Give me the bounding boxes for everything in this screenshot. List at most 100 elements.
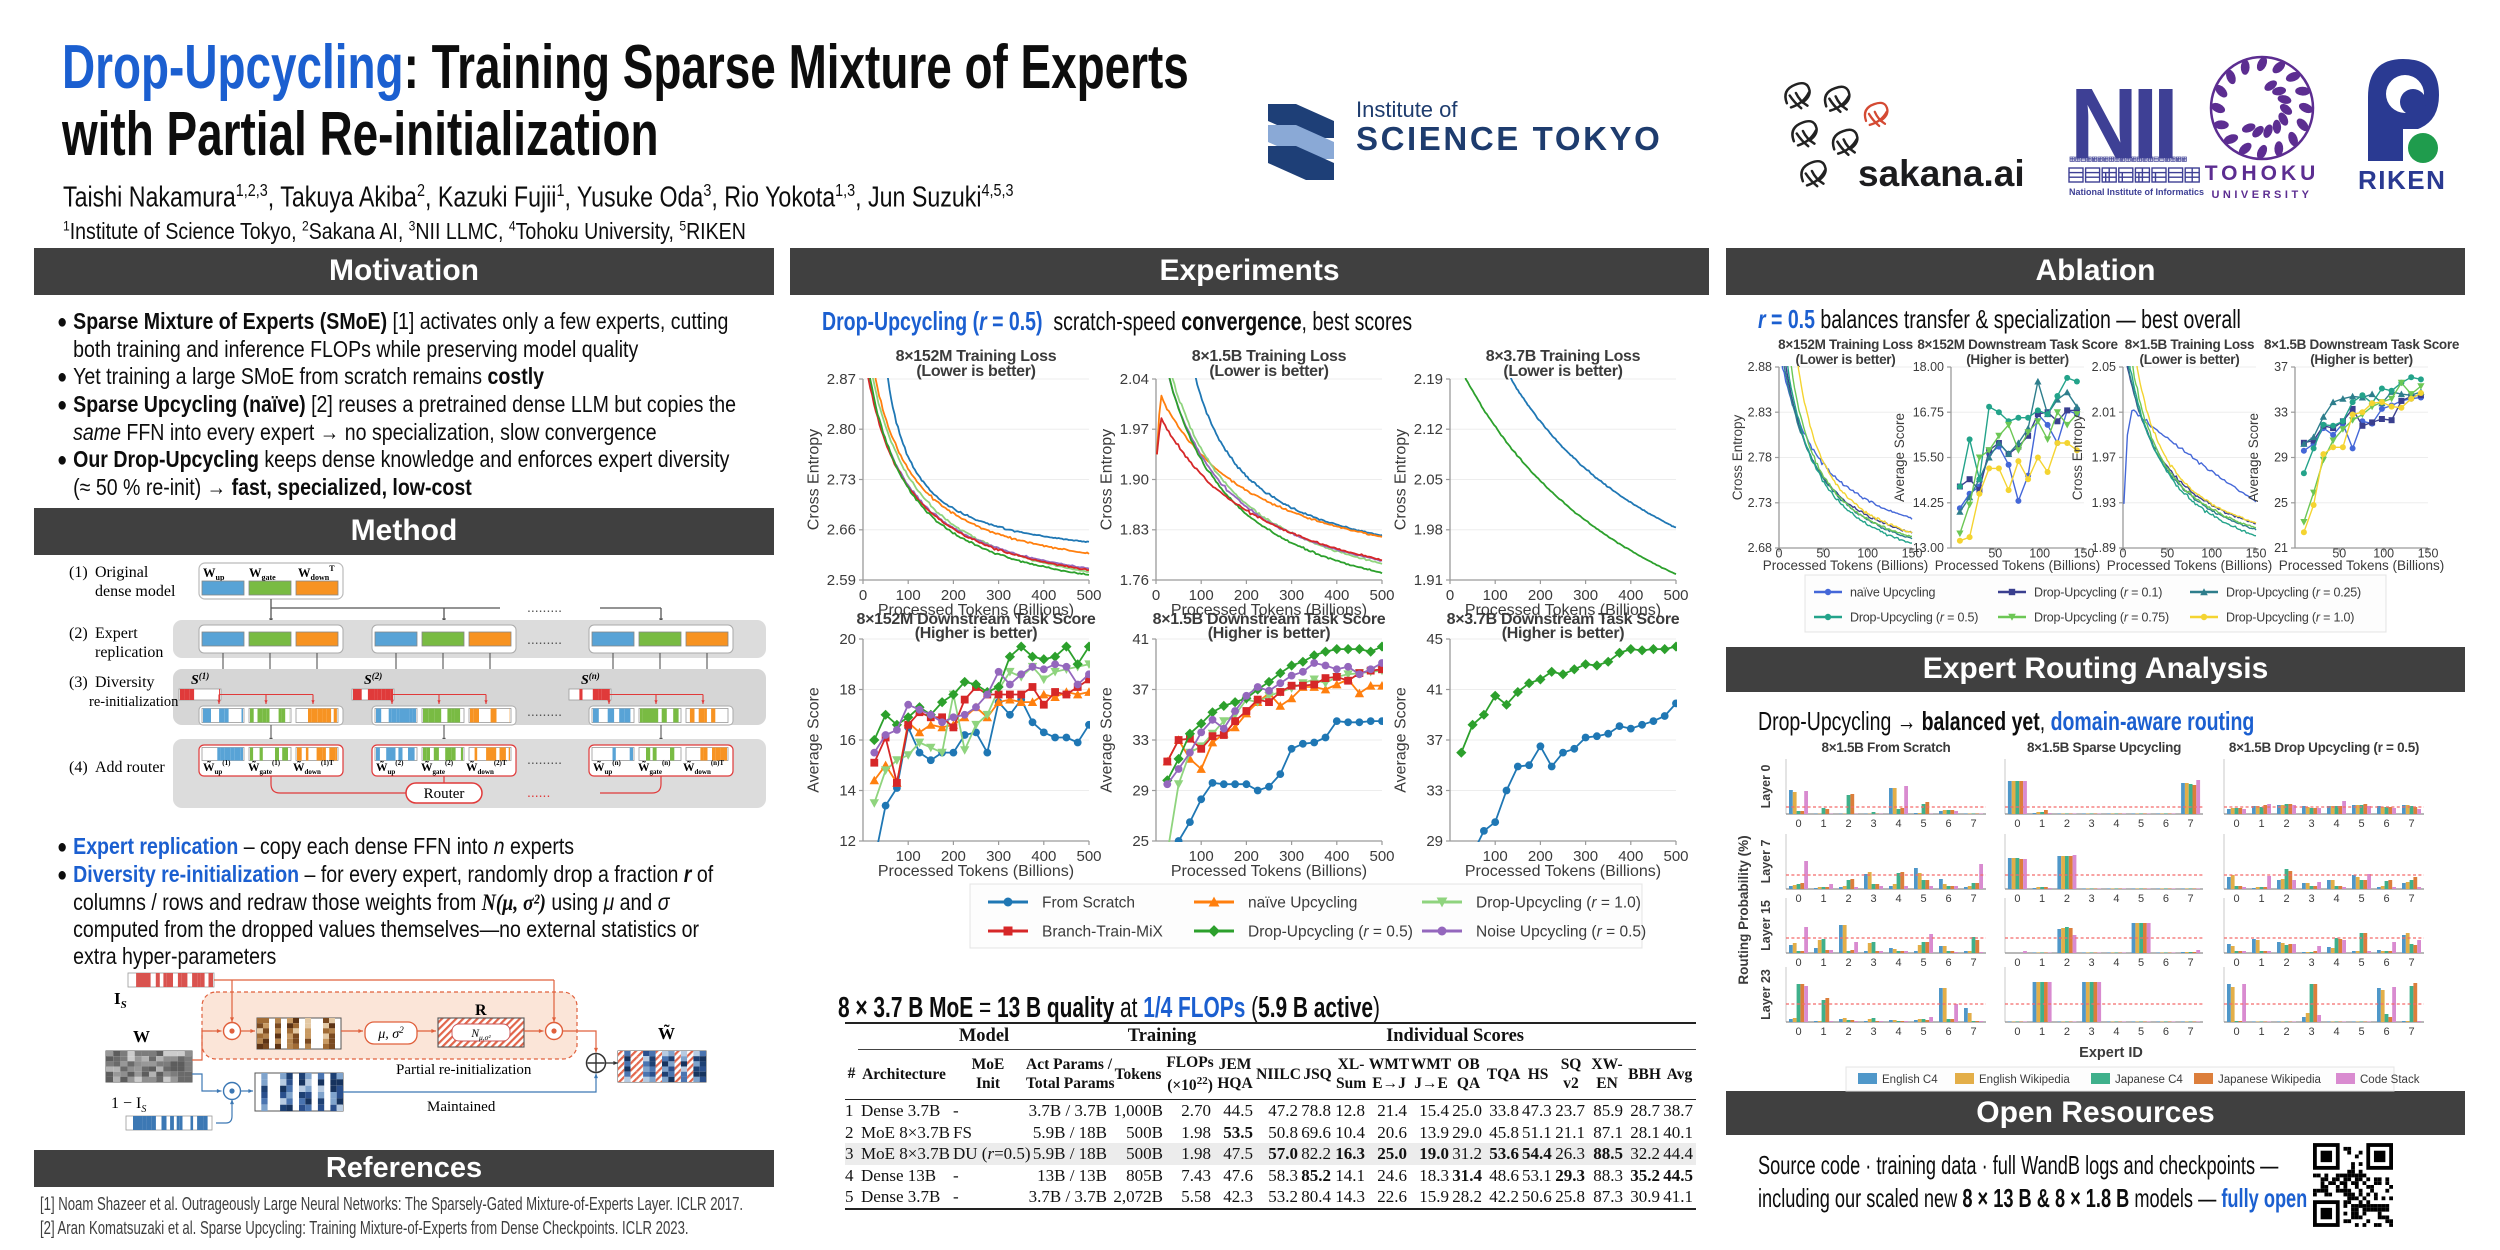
svg-text:400: 400 [1324, 587, 1349, 604]
svg-text:0: 0 [1795, 893, 1801, 905]
svg-text:200: 200 [941, 587, 966, 604]
svg-text:300: 300 [1279, 587, 1304, 604]
svg-text:Institute of: Institute of [1356, 97, 1458, 122]
svg-text:(3): (3) [69, 674, 88, 691]
svg-text:Router: Router [424, 786, 465, 802]
svg-text:100: 100 [1483, 848, 1508, 865]
svg-text:1.91: 1.91 [1414, 572, 1443, 589]
svg-text:2.05: 2.05 [1414, 471, 1443, 488]
svg-text:SCIENCE TOKYO: SCIENCE TOKYO [1356, 120, 1662, 157]
svg-text:2.88: 2.88 [1748, 360, 1772, 374]
svg-text:37: 37 [2274, 360, 2288, 374]
svg-text:3: 3 [2089, 957, 2095, 969]
svg-text:1.76: 1.76 [1120, 572, 1149, 589]
svg-text:Layer 7: Layer 7 [1759, 840, 1773, 884]
svg-text:(Lower is better): (Lower is better) [1796, 352, 1896, 367]
svg-text:400: 400 [1618, 587, 1643, 604]
svg-text:1: 1 [2258, 1026, 2264, 1038]
svg-text:4: 4 [2333, 1026, 2339, 1038]
svg-text:......: ...... [527, 784, 550, 800]
svg-text:8×1.5B Drop Upcycling (r = 0.5: 8×1.5B Drop Upcycling (r = 0.5) [2229, 740, 2419, 755]
svg-text:English C4: English C4 [1882, 1074, 1938, 1086]
svg-text:0: 0 [2233, 818, 2239, 830]
svg-text:4: 4 [1895, 1026, 1901, 1038]
svg-text:English Wikipedia: English Wikipedia [1979, 1074, 2070, 1086]
svg-text:33: 33 [2274, 405, 2288, 419]
svg-text:200: 200 [1234, 848, 1259, 865]
svg-text:Cross Entropy: Cross Entropy [1730, 414, 1745, 500]
svg-text:0: 0 [1152, 587, 1160, 604]
svg-text:2.12: 2.12 [1414, 421, 1443, 438]
svg-text:7: 7 [1970, 893, 1976, 905]
svg-text:Add router: Add router [95, 759, 165, 776]
svg-text:2: 2 [2064, 1026, 2070, 1038]
svg-text:400: 400 [1031, 848, 1056, 865]
svg-text:500: 500 [1076, 587, 1101, 604]
svg-text:50: 50 [2332, 547, 2346, 561]
svg-text:21: 21 [2274, 541, 2288, 555]
svg-text:1.90: 1.90 [1120, 471, 1149, 488]
svg-text:200: 200 [1234, 587, 1259, 604]
svg-text:Processed Tokens (Billions): Processed Tokens (Billions) [1763, 558, 1929, 573]
svg-text:(4): (4) [69, 759, 88, 776]
svg-text:Processed Tokens (Billions): Processed Tokens (Billions) [878, 602, 1074, 619]
svg-text:Expert: Expert [95, 625, 138, 642]
svg-text:6: 6 [1945, 893, 1951, 905]
svg-text:naïve Upcycling: naïve Upcycling [1850, 585, 1935, 599]
svg-text:3: 3 [2308, 957, 2314, 969]
svg-text:500: 500 [1663, 587, 1688, 604]
svg-text:2.04: 2.04 [1120, 371, 1149, 388]
svg-text:8×152M Downstream Task Score: 8×152M Downstream Task Score [857, 611, 1096, 628]
svg-text:25: 25 [2274, 496, 2288, 510]
svg-text:8×1.5B Training Loss: 8×1.5B Training Loss [1192, 348, 1347, 365]
svg-text:2: 2 [1845, 818, 1851, 830]
svg-text:5: 5 [2138, 1026, 2144, 1038]
svg-text:re-initialization: re-initialization [89, 694, 179, 710]
svg-text:2.73: 2.73 [1748, 496, 1772, 510]
svg-text:500: 500 [1663, 848, 1688, 865]
svg-text:300: 300 [1573, 848, 1598, 865]
svg-text:Cross Entropy: Cross Entropy [1099, 429, 1116, 530]
svg-text:dense model: dense model [95, 583, 176, 600]
svg-text:3: 3 [2089, 893, 2095, 905]
svg-text:2.78: 2.78 [1748, 451, 1772, 465]
svg-text:50: 50 [1988, 547, 2002, 561]
svg-text:0: 0 [2014, 1026, 2020, 1038]
svg-text:(Higher is better): (Higher is better) [1208, 625, 1331, 642]
svg-text:8×152M Downstream Task Score: 8×152M Downstream Task Score [1917, 337, 2118, 352]
svg-text:100: 100 [1483, 587, 1508, 604]
svg-text:From Scratch: From Scratch [1042, 894, 1135, 911]
svg-text:Processed Tokens (Billions): Processed Tokens (Billions) [2107, 558, 2273, 573]
svg-text:(1): (1) [69, 564, 88, 581]
svg-text:5: 5 [2358, 893, 2364, 905]
svg-text:33: 33 [1132, 732, 1149, 749]
svg-text:4: 4 [2113, 957, 2119, 969]
svg-text:6: 6 [1945, 1026, 1951, 1038]
svg-text:14.25: 14.25 [1913, 496, 1944, 510]
svg-text:7: 7 [2188, 893, 2194, 905]
svg-text:Layer 0: Layer 0 [1759, 765, 1773, 809]
svg-text:0: 0 [2014, 957, 2020, 969]
svg-text:5: 5 [2358, 1026, 2364, 1038]
svg-text:Drop-Upcycling (r = 0.5): Drop-Upcycling (r = 0.5) [1850, 610, 1978, 624]
svg-text:100: 100 [1857, 547, 1878, 561]
svg-text:Code Stack: Code Stack [2360, 1074, 2420, 1086]
svg-text:2.66: 2.66 [827, 522, 856, 539]
svg-text:.........: ......... [527, 631, 562, 647]
svg-text:replication: replication [95, 644, 163, 661]
svg-text:sakana.ai: sakana.ai [1858, 153, 2025, 194]
svg-text:1: 1 [1820, 957, 1826, 969]
svg-text:TOHOKU: TOHOKU [2205, 162, 2320, 185]
svg-text:50: 50 [2160, 547, 2174, 561]
svg-text:4: 4 [2113, 893, 2119, 905]
svg-text:100: 100 [1189, 848, 1214, 865]
svg-text:33: 33 [1426, 782, 1443, 799]
svg-text:1.97: 1.97 [1120, 421, 1149, 438]
svg-text:Average Score: Average Score [1892, 413, 1907, 502]
svg-text:Processed Tokens (Billions): Processed Tokens (Billions) [1465, 863, 1661, 880]
svg-text:8×1.5B Sparse Upcycling: 8×1.5B Sparse Upcycling [2027, 740, 2181, 755]
svg-text:Maintained: Maintained [427, 1099, 496, 1115]
svg-text:8×3.7B Training Loss: 8×3.7B Training Loss [1486, 348, 1641, 365]
svg-text:Processed Tokens (Billions): Processed Tokens (Billions) [1935, 558, 2101, 573]
svg-text:7: 7 [2408, 957, 2414, 969]
